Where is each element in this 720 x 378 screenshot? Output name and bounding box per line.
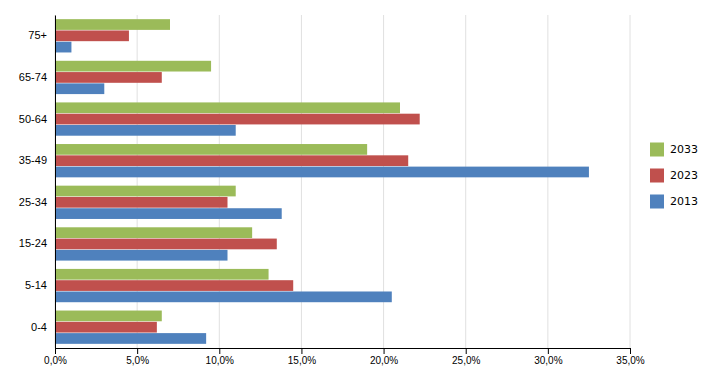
x-tick-mark — [301, 348, 302, 354]
y-tick: 50-64 — [19, 113, 47, 125]
y-tick: 5-14 — [25, 279, 47, 291]
x-tick: 35,0% — [616, 348, 644, 366]
x-tick-mark — [548, 348, 549, 354]
bar — [55, 269, 269, 280]
x-tick: 0,0% — [44, 348, 67, 366]
x-tick: 15,0% — [288, 348, 316, 366]
legend-label: 2013 — [670, 195, 698, 208]
bar — [55, 322, 157, 333]
y-tick-label: 15-24 — [19, 237, 47, 249]
bar — [55, 83, 104, 94]
y-tick-label: 65-74 — [19, 71, 47, 83]
bar — [55, 250, 228, 261]
legend-item: 2023 — [650, 169, 698, 183]
x-tick-label: 30,0% — [534, 355, 562, 366]
bar — [55, 208, 282, 219]
bar — [55, 61, 211, 72]
legend: 2033 2023 2013 — [650, 143, 698, 209]
grid — [55, 15, 630, 348]
bar — [55, 114, 420, 125]
legend-label: 2023 — [670, 169, 698, 182]
bar — [55, 144, 367, 155]
bar — [55, 227, 252, 238]
x-tick-mark — [137, 348, 138, 354]
x-tick-label: 10,0% — [206, 355, 234, 366]
y-tick: 65-74 — [19, 71, 47, 83]
x-axis-line — [56, 349, 631, 355]
bars — [55, 19, 589, 344]
bar — [55, 186, 236, 197]
y-tick: 35-49 — [19, 154, 47, 166]
x-axis: 0,0% 5,0% 10,0% 15,0% 20,0% 25,0% 30,0% 35,0% — [44, 348, 645, 366]
grid-line — [465, 15, 466, 348]
legend-swatch — [650, 169, 664, 183]
x-tick-label: 25,0% — [452, 355, 480, 366]
bar — [55, 125, 236, 136]
bar — [55, 280, 293, 291]
bar — [55, 72, 162, 83]
bar — [55, 197, 228, 208]
x-tick-mark — [630, 348, 631, 354]
bar-series — [55, 42, 589, 344]
legend-swatch — [650, 143, 664, 157]
x-tick-mark — [466, 348, 467, 354]
chart: 0,0% 5,0% 10,0% 15,0% 20,0% 25,0% 30,0% 35,0% 0-… — [0, 0, 720, 378]
bar — [55, 102, 400, 113]
y-tick-label: 75+ — [28, 29, 47, 41]
bar — [55, 167, 589, 178]
y-axis-line — [55, 16, 56, 349]
x-tick-label: 20,0% — [370, 355, 398, 366]
y-tick: 15-24 — [19, 237, 47, 249]
bar — [55, 30, 129, 41]
x-tick-label: 5,0% — [126, 355, 149, 366]
bar — [55, 333, 206, 344]
y-tick: 0-4 — [31, 321, 47, 333]
plot: 0,0% 5,0% 10,0% 15,0% 20,0% 25,0% 30,0% 35,0% 0-… — [19, 15, 645, 366]
y-tick-label: 50-64 — [19, 113, 47, 125]
bar — [55, 19, 170, 30]
x-tick: 5,0% — [126, 348, 149, 366]
x-tick-label: 0,0% — [44, 355, 67, 366]
y-tick-label: 0-4 — [31, 321, 47, 333]
x-tick: 25,0% — [452, 348, 480, 366]
bar — [55, 155, 408, 166]
y-tick-label: 5-14 — [25, 279, 47, 291]
bar-series — [55, 30, 420, 332]
bar — [55, 311, 162, 322]
x-tick: 10,0% — [206, 348, 234, 366]
legend-swatch — [650, 195, 664, 209]
y-tick-label: 25-34 — [19, 196, 47, 208]
y-tick-label: 35-49 — [19, 154, 47, 166]
grid-line — [55, 15, 56, 348]
y-axis: 0-4 5-14 15-24 25-34 35-49 50-64 65-74 75+ — [19, 16, 56, 349]
x-tick-mark — [55, 348, 56, 354]
x-tick-mark — [219, 348, 220, 354]
x-tick-label: 15,0% — [288, 355, 316, 366]
legend-item: 2013 — [650, 195, 698, 209]
bar — [55, 239, 277, 250]
x-tick: 30,0% — [534, 348, 562, 366]
grid-line — [630, 15, 631, 348]
bar — [55, 42, 71, 53]
grid-line — [547, 15, 548, 348]
y-tick: 75+ — [28, 29, 47, 41]
x-tick-mark — [384, 348, 385, 354]
x-tick-label: 35,0% — [616, 355, 644, 366]
legend-label: 2033 — [670, 143, 698, 156]
y-tick: 25-34 — [19, 196, 47, 208]
bar — [55, 291, 392, 302]
x-tick: 20,0% — [370, 348, 398, 366]
legend-item: 2033 — [650, 143, 698, 157]
